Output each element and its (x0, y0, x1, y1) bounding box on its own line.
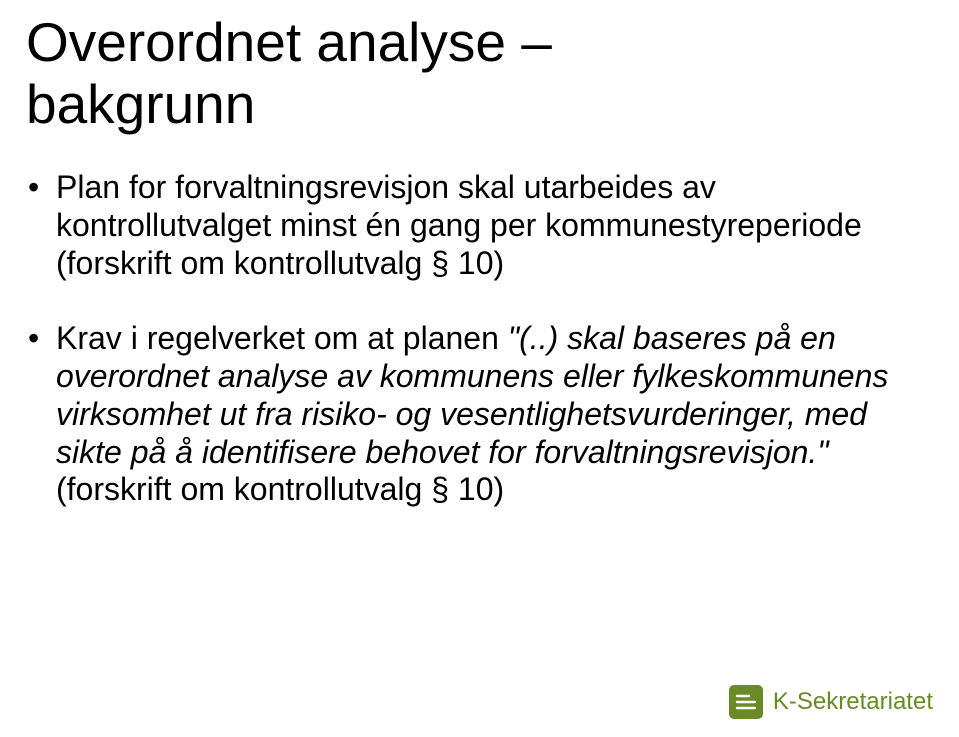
bullet-item: Krav i regelverket om at planen "(..) sk… (26, 320, 933, 509)
bullet-list: Plan for forvaltningsrevisjon skal utarb… (26, 169, 933, 509)
slide-title: Overordnet analyse – bakgrunn (26, 12, 933, 135)
bullet-text: Plan for forvaltningsrevisjon skal utarb… (56, 169, 862, 281)
title-line-2: bakgrunn (26, 73, 255, 135)
bullet-item: Plan for forvaltningsrevisjon skal utarb… (26, 169, 933, 282)
bullet-text-suffix: (forskrift om kontrollutvalg § 10) (56, 471, 504, 507)
bullet-text-prefix: Krav i regelverket om at planen (56, 320, 508, 356)
slide: Overordnet analyse – bakgrunn Plan for f… (0, 0, 959, 737)
logo-text: K-Sekretariatet (773, 688, 933, 716)
logo-mark-icon (729, 685, 763, 719)
logo: K-Sekretariatet (729, 685, 933, 719)
title-line-1: Overordnet analyse – (26, 11, 552, 73)
